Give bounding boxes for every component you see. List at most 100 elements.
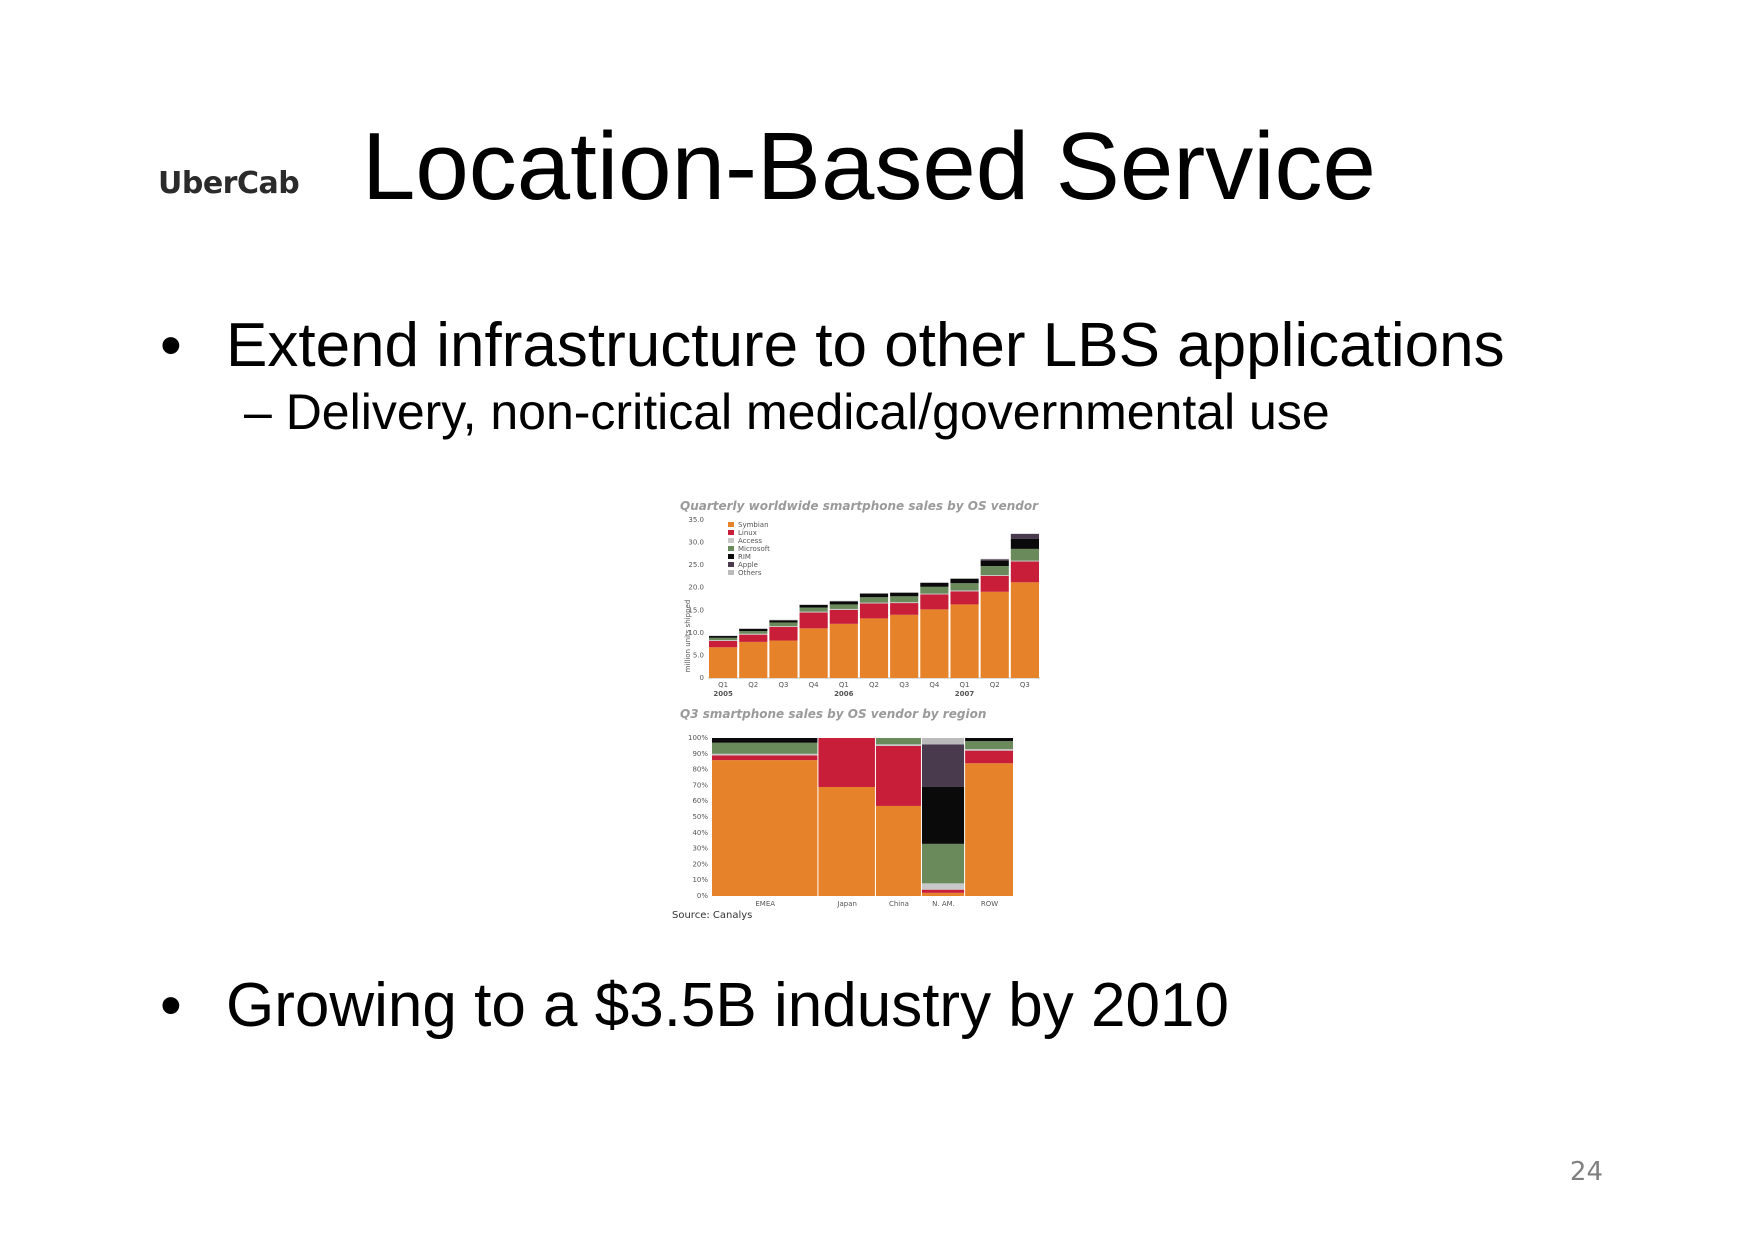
chart1-bar-rim bbox=[980, 560, 1009, 567]
chart1-ytick-label: 5.0 bbox=[693, 651, 704, 659]
chart1-legend-swatch bbox=[728, 546, 734, 551]
chart2-bar-symbian bbox=[818, 786, 875, 896]
chart1-bar-microsoft bbox=[1010, 548, 1039, 561]
bullet-1: • Extend infrastructure to other LBS appl… bbox=[160, 310, 1505, 382]
chart1-bar-symbian bbox=[859, 618, 889, 678]
chart1-xtick-label: Q2 bbox=[748, 681, 758, 689]
chart1-bar-symbian bbox=[1010, 582, 1039, 678]
chart1-bar-rim bbox=[769, 620, 798, 623]
chart1-xtick-label: Q2 bbox=[990, 681, 1000, 689]
chart1-bar-linux bbox=[890, 603, 919, 615]
chart2-ytick-label: 80% bbox=[692, 766, 708, 774]
chart1-bar-rim bbox=[859, 593, 889, 598]
chart1-legend-swatch bbox=[728, 554, 734, 559]
chart2-bar-microsoft bbox=[712, 742, 818, 754]
chart1-bar-linux bbox=[769, 626, 798, 641]
chart1-bar-microsoft bbox=[859, 597, 889, 603]
chart1-bar-symbian bbox=[920, 609, 949, 678]
chart2-bar-symbian bbox=[965, 763, 1013, 896]
chart1-bar-rim bbox=[799, 604, 828, 608]
chart1-bar-rim bbox=[829, 601, 858, 605]
chart1-bar-linux bbox=[709, 640, 738, 648]
chart1-legend-label: RIM bbox=[738, 553, 751, 561]
chart1-legend-label: Others bbox=[738, 569, 762, 577]
chart1-bar-linux bbox=[950, 591, 979, 605]
chart2-source: Source: Canalys bbox=[672, 910, 752, 921]
chart2-ytick-label: 90% bbox=[692, 750, 708, 758]
chart2-xtick-label: China bbox=[889, 900, 909, 908]
chart1-bar-symbian bbox=[829, 623, 858, 678]
bullet-dot-icon: • bbox=[160, 971, 182, 1040]
chart1-bar-rim bbox=[709, 636, 738, 638]
chart1-legend-label: Linux bbox=[738, 529, 757, 537]
chart1-bar-rim bbox=[739, 628, 768, 632]
chart1-bar-microsoft bbox=[739, 631, 768, 634]
chart1-year-label: 2005 bbox=[713, 690, 733, 698]
chart1-ytick-label: 25.0 bbox=[688, 561, 704, 569]
chart2-xtick-label: Japan bbox=[836, 900, 857, 908]
chart1-xtick-label: Q3 bbox=[899, 681, 909, 689]
chart1-bar-linux bbox=[739, 634, 768, 642]
chart1-bar-microsoft bbox=[920, 586, 949, 594]
chart2-bar-linux bbox=[965, 750, 1013, 764]
chart1-ylabel: million units shipped bbox=[684, 600, 692, 673]
chart1-bar-linux bbox=[859, 603, 889, 619]
sub-bullet-1: – Delivery, non-critical medical/governm… bbox=[244, 384, 1330, 440]
chart1-bar-rim bbox=[1010, 538, 1039, 549]
chart2-bar-linux bbox=[875, 745, 921, 806]
chart1-bar-symbian bbox=[799, 628, 828, 678]
regional-sales-chart: Q3 smartphone sales by OS vendor by regi… bbox=[672, 707, 1013, 921]
chart1-bar-access bbox=[1010, 560, 1039, 562]
chart1-bar-access bbox=[829, 608, 858, 610]
chart1-bar-linux bbox=[799, 612, 828, 629]
chart2-ytick-label: 40% bbox=[692, 829, 708, 837]
chart1-xtick-label: Q1 bbox=[960, 681, 970, 689]
slide-title: Location-Based Service bbox=[362, 113, 1376, 220]
chart2-bar-access bbox=[875, 744, 921, 746]
chart1-bar-access bbox=[859, 602, 889, 604]
chart2-bar-symbian bbox=[712, 760, 818, 896]
chart1-ytick-label: 35.0 bbox=[688, 516, 704, 524]
chart2-bar-linux bbox=[712, 755, 818, 761]
chart1-ytick-label: 30.0 bbox=[688, 539, 704, 547]
ubercab-logo: UberCab bbox=[158, 166, 300, 201]
chart2-xtick-label: ROW bbox=[981, 900, 998, 908]
chart1-bar-apple bbox=[1010, 533, 1039, 539]
chart1-bar-access bbox=[950, 590, 979, 592]
chart1-bar-rim bbox=[950, 578, 979, 584]
chart1-title: Quarterly worldwide smartphone sales by … bbox=[680, 499, 1039, 513]
chart1-bar-linux bbox=[920, 594, 949, 610]
chart1-bar-apple bbox=[980, 559, 1009, 561]
chart1-bar-symbian bbox=[890, 614, 919, 678]
chart1-xtick-label: Q4 bbox=[929, 681, 940, 689]
chart1-legend-label: Microsoft bbox=[738, 545, 770, 553]
chart2-bar-microsoft bbox=[965, 741, 1013, 750]
chart1-xtick-label: Q4 bbox=[809, 681, 820, 689]
bullet-2: • Growing to a $3.5B industry by 2010 bbox=[160, 970, 1229, 1042]
chart2-ytick-label: 20% bbox=[692, 860, 708, 868]
chart1-bar-symbian bbox=[950, 604, 979, 678]
chart1-xtick-label: Q1 bbox=[839, 681, 849, 689]
chart1-legend-swatch bbox=[728, 538, 734, 543]
bullet-1-text: Extend infrastructure to other LBS appli… bbox=[226, 311, 1505, 380]
chart1-bar-access bbox=[920, 593, 949, 595]
chart1-bar-microsoft bbox=[890, 596, 919, 603]
chart1-xtick-label: Q1 bbox=[718, 681, 728, 689]
chart1-legend-swatch bbox=[728, 522, 734, 527]
chart1-bar-symbian bbox=[739, 641, 768, 678]
chart2-xtick-label: N. AM. bbox=[932, 900, 955, 908]
chart2-bar-rim bbox=[965, 738, 1013, 742]
chart2-bar-linux bbox=[921, 889, 965, 893]
chart1-legend-swatch bbox=[728, 530, 734, 535]
chart2-bar-rim bbox=[921, 786, 965, 844]
chart1-bar-access bbox=[980, 575, 1009, 576]
chart1-legend-label: Apple bbox=[738, 561, 758, 569]
chart1-bar-access bbox=[709, 640, 738, 641]
chart1-bar-microsoft bbox=[980, 566, 1009, 576]
chart1-bar-rim bbox=[920, 582, 949, 587]
chart2-ytick-label: 60% bbox=[692, 797, 708, 805]
chart2-bar-symbian bbox=[875, 805, 921, 896]
chart1-ytick-label: 10.0 bbox=[688, 629, 704, 637]
chart1-bar-symbian bbox=[980, 591, 1009, 678]
chart2-ytick-label: 10% bbox=[692, 876, 708, 884]
